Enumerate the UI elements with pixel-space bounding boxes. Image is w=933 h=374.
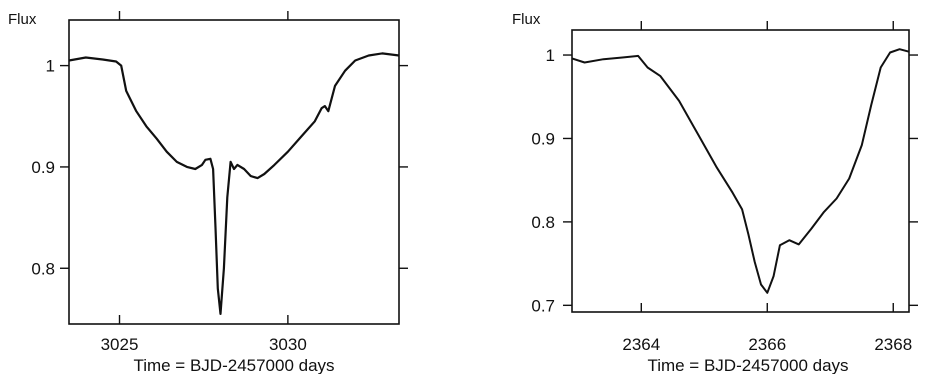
right-y-axis-label: Flux xyxy=(512,11,541,28)
left-xtick-label-0: 3025 xyxy=(101,335,139,354)
right-ytick-label-3: 1 xyxy=(546,46,555,65)
left-y-axis-label: Flux xyxy=(8,11,37,28)
left-flux-series xyxy=(68,52,400,315)
left-chart: Flux Time = BJD-2457000 days 3025 3030 0.8… xyxy=(8,11,408,374)
right-ytick-label-0: 0.7 xyxy=(531,296,555,315)
left-ytick-label-0: 0.8 xyxy=(31,259,55,278)
right-ytick-label-2: 0.9 xyxy=(531,129,555,148)
right-xtick-label-0: 2364 xyxy=(622,335,660,354)
left-plot-frame xyxy=(68,19,400,325)
left-ytick-label-1: 0.9 xyxy=(31,158,55,177)
right-x-axis-label: Time = BJD-2457000 days xyxy=(647,356,848,374)
right-chart: Flux Time = BJD-2457000 days 2364 2366 236… xyxy=(512,11,918,374)
right-xtick-label-2: 2368 xyxy=(874,335,912,354)
left-x-axis-label: Time = BJD-2457000 days xyxy=(133,356,334,374)
right-flux-series xyxy=(571,48,910,294)
left-ytick-label-2: 1 xyxy=(46,57,55,76)
right-plot-frame xyxy=(571,29,910,313)
left-xtick-label-1: 3030 xyxy=(269,335,307,354)
left-ticks: 3025 3030 0.8 0.9 1 xyxy=(31,11,408,354)
right-xtick-label-1: 2366 xyxy=(748,335,786,354)
right-ytick-label-1: 0.8 xyxy=(531,213,555,232)
right-ticks: 2364 2366 2368 0.7 0.8 0.9 1 xyxy=(531,21,918,354)
